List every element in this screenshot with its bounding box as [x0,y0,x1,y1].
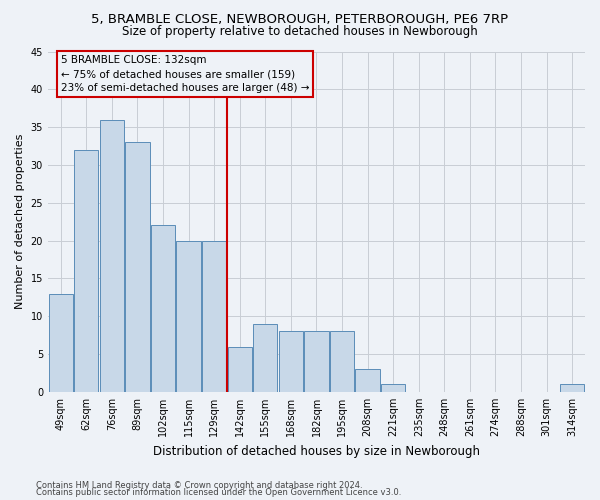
Text: Contains public sector information licensed under the Open Government Licence v3: Contains public sector information licen… [36,488,401,497]
Bar [381,384,406,392]
Bar [176,240,201,392]
Text: 5, BRAMBLE CLOSE, NEWBOROUGH, PETERBOROUGH, PE6 7RP: 5, BRAMBLE CLOSE, NEWBOROUGH, PETERBOROU… [91,12,509,26]
Text: Size of property relative to detached houses in Newborough: Size of property relative to detached ho… [122,25,478,38]
Y-axis label: Number of detached properties: Number of detached properties [15,134,25,310]
Bar [560,384,584,392]
X-axis label: Distribution of detached houses by size in Newborough: Distribution of detached houses by size … [153,444,480,458]
Bar [49,294,73,392]
Bar [304,332,329,392]
Bar [253,324,277,392]
Bar [74,150,98,392]
Bar [125,142,149,392]
Bar [151,226,175,392]
Bar [100,120,124,392]
Bar [330,332,354,392]
Bar [202,240,226,392]
Bar [227,346,252,392]
Bar [355,369,380,392]
Text: 5 BRAMBLE CLOSE: 132sqm
← 75% of detached houses are smaller (159)
23% of semi-d: 5 BRAMBLE CLOSE: 132sqm ← 75% of detache… [61,56,309,94]
Bar [279,332,303,392]
Text: Contains HM Land Registry data © Crown copyright and database right 2024.: Contains HM Land Registry data © Crown c… [36,480,362,490]
